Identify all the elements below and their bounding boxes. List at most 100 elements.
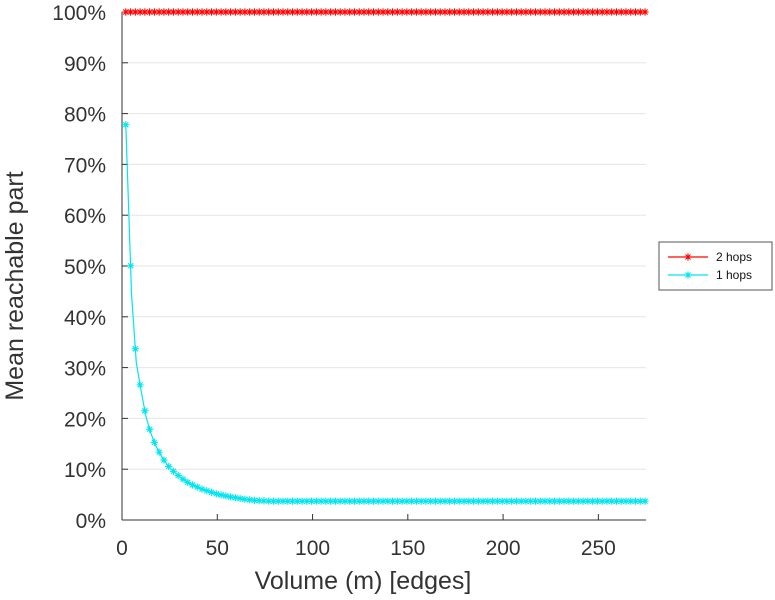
data-point-marker xyxy=(612,497,621,505)
series-2-hops xyxy=(122,8,649,16)
data-point-marker xyxy=(617,8,625,16)
data-point-marker xyxy=(436,8,444,16)
data-point-marker xyxy=(627,497,635,505)
x-tick-labels: 0 50 100 150 200 250 xyxy=(116,537,616,560)
data-point-marker xyxy=(279,497,287,505)
data-point-marker xyxy=(136,381,144,389)
data-point-marker xyxy=(631,497,640,505)
data-point-marker xyxy=(536,8,544,16)
data-point-marker xyxy=(384,8,392,16)
data-point-marker xyxy=(584,8,592,16)
data-point-marker xyxy=(365,497,373,505)
data-point-marker xyxy=(579,8,587,16)
y-axis-title: Mean reachable part xyxy=(1,171,29,400)
data-point-marker xyxy=(469,8,478,16)
data-point-marker xyxy=(484,8,492,16)
data-point-marker xyxy=(398,8,406,16)
data-point-marker xyxy=(184,478,192,486)
data-point-marker xyxy=(222,8,230,16)
data-point-marker xyxy=(641,497,649,505)
data-point-marker xyxy=(489,497,497,505)
y-tick-label: 0% xyxy=(76,510,106,533)
data-point-marker xyxy=(584,497,592,505)
data-point-marker xyxy=(503,497,511,505)
data-point-marker xyxy=(131,345,139,353)
data-point-marker xyxy=(203,487,211,495)
data-point-marker xyxy=(612,8,621,16)
data-point-marker xyxy=(184,8,192,16)
data-point-marker xyxy=(541,8,549,16)
data-point-marker xyxy=(255,497,263,505)
data-point-marker xyxy=(631,8,640,16)
y-tick-label: 40% xyxy=(64,307,106,330)
data-point-marker xyxy=(293,497,301,505)
data-point-marker xyxy=(169,467,178,475)
data-point-marker xyxy=(193,8,201,16)
data-point-marker xyxy=(546,497,554,505)
data-point-marker xyxy=(317,8,325,16)
data-point-marker xyxy=(307,8,316,16)
data-point-marker xyxy=(427,497,435,505)
data-point-marker xyxy=(560,497,568,505)
data-point-marker xyxy=(527,8,535,16)
data-point-marker xyxy=(603,8,611,16)
data-point-marker xyxy=(188,8,197,16)
data-point-marker xyxy=(489,8,497,16)
data-point-marker xyxy=(341,497,349,505)
x-axis-title: Volume (m) [edges] xyxy=(255,567,472,595)
data-point-marker xyxy=(274,8,282,16)
data-point-marker xyxy=(574,8,582,16)
data-point-marker xyxy=(331,8,340,16)
data-point-marker xyxy=(531,497,540,505)
data-point-marker xyxy=(469,497,478,505)
data-point-marker xyxy=(222,492,230,500)
data-point-marker xyxy=(460,8,468,16)
y-tick-label: 90% xyxy=(64,53,106,76)
x-tick-label: 50 xyxy=(206,537,229,560)
data-point-marker xyxy=(598,8,606,16)
data-point-marker xyxy=(465,497,473,505)
data-point-marker xyxy=(327,8,335,16)
data-point-marker xyxy=(374,497,382,505)
data-point-marker xyxy=(141,8,149,16)
data-point-marker xyxy=(146,8,154,16)
data-point-marker xyxy=(422,497,430,505)
data-point-marker xyxy=(508,497,516,505)
data-point-marker xyxy=(193,483,201,491)
data-point-marker xyxy=(379,497,387,505)
data-point-marker xyxy=(165,8,173,16)
data-point-marker xyxy=(531,8,540,16)
data-point-marker xyxy=(350,497,359,505)
data-point-marker xyxy=(155,448,163,456)
data-point-marker xyxy=(155,8,163,16)
y-tick-label: 60% xyxy=(64,205,106,228)
data-point-marker xyxy=(474,8,482,16)
data-point-marker xyxy=(284,497,292,505)
data-point-marker xyxy=(250,496,259,504)
data-point-marker xyxy=(303,497,311,505)
legend: 2 hops 1 hops xyxy=(658,241,773,291)
data-point-marker xyxy=(355,8,363,16)
data-point-marker xyxy=(512,497,521,505)
data-point-marker xyxy=(136,8,144,16)
data-point-marker xyxy=(408,8,416,16)
data-point-marker xyxy=(536,497,544,505)
data-point-marker xyxy=(265,497,273,505)
data-point-marker xyxy=(622,497,630,505)
data-point-marker xyxy=(555,8,563,16)
y-tick-label: 100% xyxy=(52,2,106,25)
x-tick-label: 250 xyxy=(581,537,616,560)
data-point-marker xyxy=(498,8,506,16)
series xyxy=(122,8,649,505)
data-point-marker xyxy=(241,8,249,16)
data-point-marker xyxy=(541,497,549,505)
data-point-marker xyxy=(403,497,411,505)
data-point-marker xyxy=(517,497,525,505)
data-point-marker xyxy=(317,497,325,505)
axes xyxy=(121,11,646,521)
data-point-marker xyxy=(346,8,354,16)
data-point-marker xyxy=(255,8,263,16)
data-point-marker xyxy=(565,8,573,16)
data-point-marker xyxy=(336,497,344,505)
